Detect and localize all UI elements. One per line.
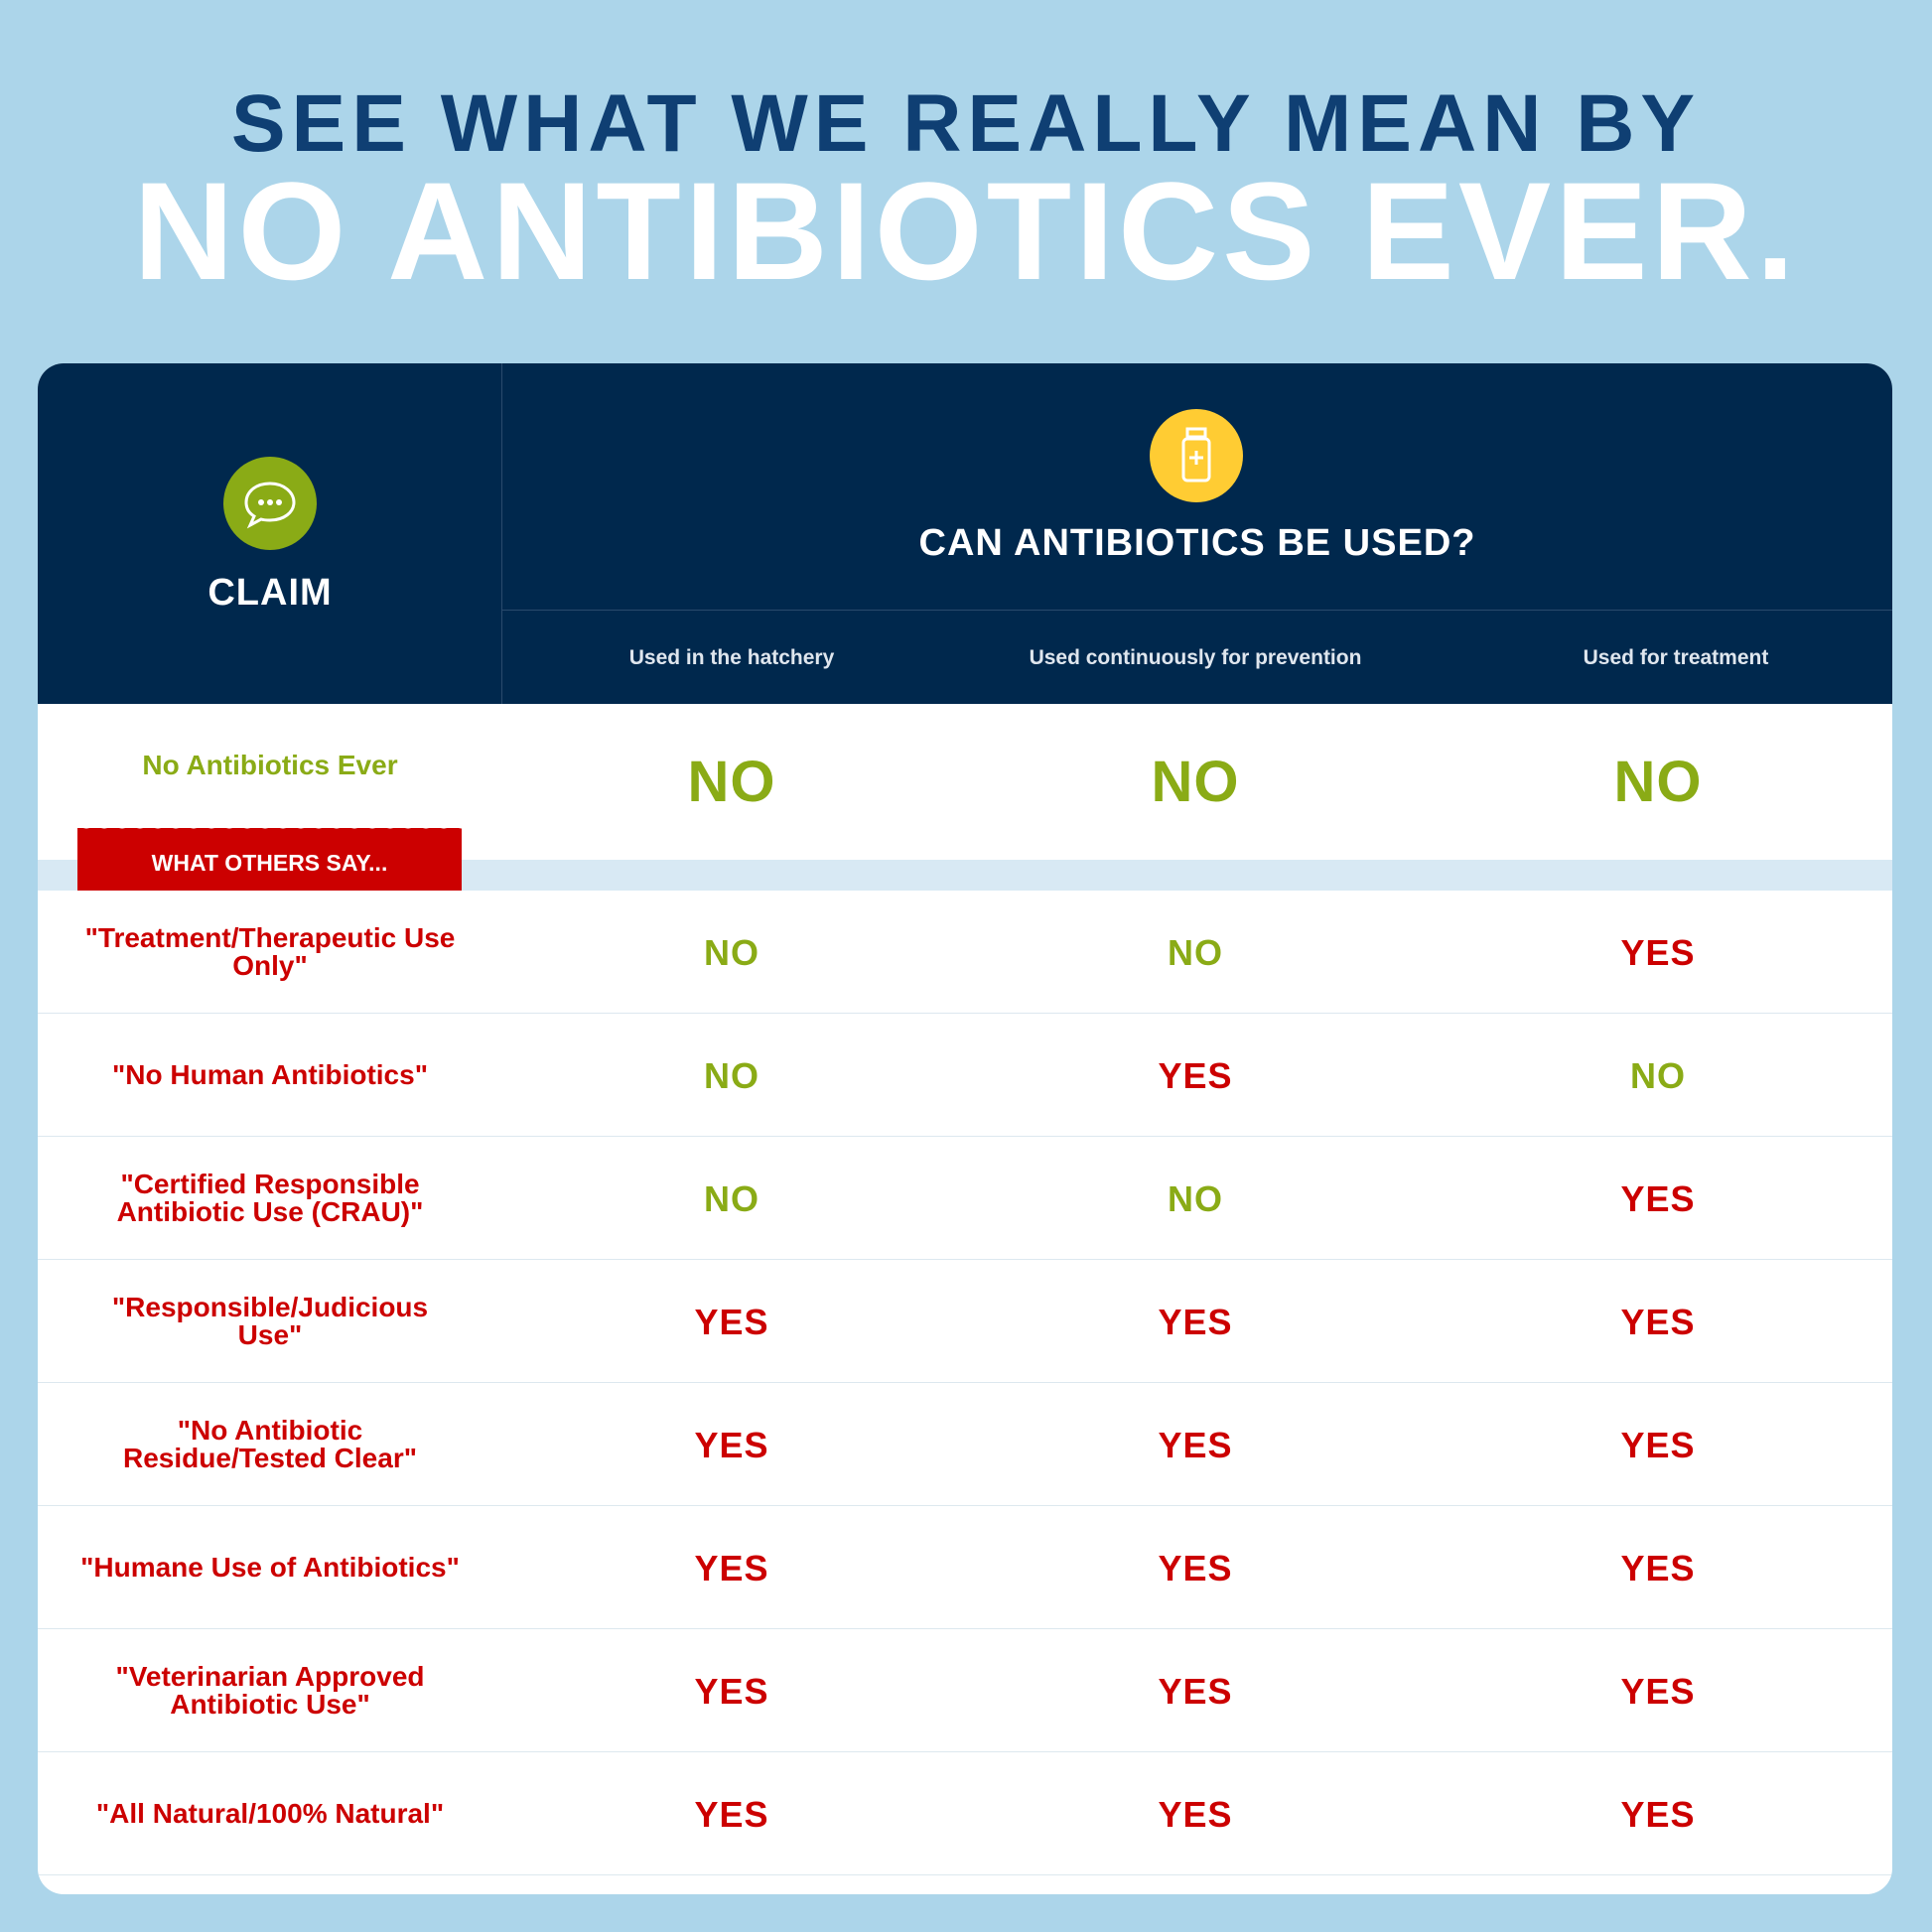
column-header-hatchery: Used in the hatchery (628, 646, 835, 669)
comparison-table: CLAIM CAN ANTIBIOTICS BE USED? Used in t… (38, 363, 1892, 1894)
claim-label: "No Antibiotic Residue/Tested Clear" (123, 1415, 417, 1473)
claim-label: "No Human Antibiotics" (112, 1059, 428, 1090)
answer-no: NO (1630, 1055, 1686, 1096)
answer-no: NO (1168, 932, 1223, 973)
table-row: "All Natural/100% Natural" YES YES YES (38, 1752, 1892, 1875)
answer-yes: YES (1158, 1055, 1233, 1096)
title-line-1: SEE WHAT WE REALLY MEAN BY (230, 78, 1702, 169)
answer-yes: YES (1620, 1425, 1696, 1465)
table-row: "Humane Use of Antibiotics" YES YES YES (38, 1506, 1892, 1629)
answer-yes: YES (1158, 1794, 1233, 1835)
claim-header: CLAIM (38, 363, 502, 704)
answer-yes: YES (1620, 1302, 1696, 1342)
claim-label: "Veterinarian Approved Antibiotic Use" (115, 1661, 425, 1720)
answer-yes: YES (1620, 932, 1696, 973)
table-header: CLAIM CAN ANTIBIOTICS BE USED? Used in t… (38, 363, 1892, 704)
answer-yes: YES (694, 1425, 769, 1465)
featured-value: NO (1613, 750, 1703, 814)
answer-yes: YES (1158, 1548, 1233, 1588)
featured-row: No Antibiotics Ever NO NO NO (38, 704, 1892, 860)
claim-label: "Humane Use of Antibiotics" (80, 1552, 460, 1583)
table-row: "Certified Responsible Antibiotic Use (C… (38, 1137, 1892, 1260)
answer-yes: YES (1620, 1794, 1696, 1835)
featured-value: NO (1151, 750, 1240, 814)
answer-yes: YES (694, 1302, 769, 1342)
answer-no: NO (704, 1178, 759, 1219)
answer-yes: YES (1158, 1671, 1233, 1712)
claim-label: "Responsible/Judicious Use" (111, 1292, 429, 1350)
claim-label: "Treatment/Therapeutic Use Only" (84, 922, 456, 981)
answer-no: NO (1168, 1178, 1223, 1219)
column-header-prevention: Used continuously for prevention (1029, 646, 1362, 669)
column-header-treatment: Used for treatment (1583, 646, 1769, 669)
answer-yes: YES (694, 1548, 769, 1588)
answer-yes: YES (1620, 1548, 1696, 1588)
table-row: "Treatment/Therapeutic Use Only" NO NO YES (38, 891, 1892, 1014)
featured-claim: No Antibiotics Ever (142, 750, 398, 780)
table-row: "No Human Antibiotics" NO YES NO (38, 1014, 1892, 1137)
answer-no: NO (704, 932, 759, 973)
featured-value: NO (687, 750, 776, 814)
answer-yes: YES (1620, 1671, 1696, 1712)
what-others-say-tag: WHAT OTHERS SAY... (77, 822, 462, 891)
claim-label: "All Natural/100% Natural" (95, 1798, 445, 1829)
speech-bubble-icon (223, 457, 317, 550)
table-row: "Veterinarian Approved Antibiotic Use" YE… (38, 1629, 1892, 1752)
claim-title: CLAIM (207, 572, 333, 614)
title-line-2: NO ANTIBIOTICS EVER. (133, 153, 1799, 309)
answer-yes: YES (1158, 1302, 1233, 1342)
answer-yes: YES (1620, 1178, 1696, 1219)
answer-no: NO (704, 1055, 759, 1096)
answer-yes: YES (694, 1794, 769, 1835)
answer-yes: YES (1158, 1425, 1233, 1465)
table-row: "Responsible/Judicious Use" YES YES YES (38, 1260, 1892, 1383)
medicine-bottle-icon (1150, 409, 1243, 502)
header-divider (502, 610, 1892, 611)
table-row: "No Antibiotic Residue/Tested Clear" YES Y… (38, 1383, 1892, 1506)
claim-label: "Certified Responsible Antibiotic Use (C… (116, 1169, 424, 1227)
answer-yes: YES (694, 1671, 769, 1712)
question-title: CAN ANTIBIOTICS BE USED? (918, 522, 1476, 564)
